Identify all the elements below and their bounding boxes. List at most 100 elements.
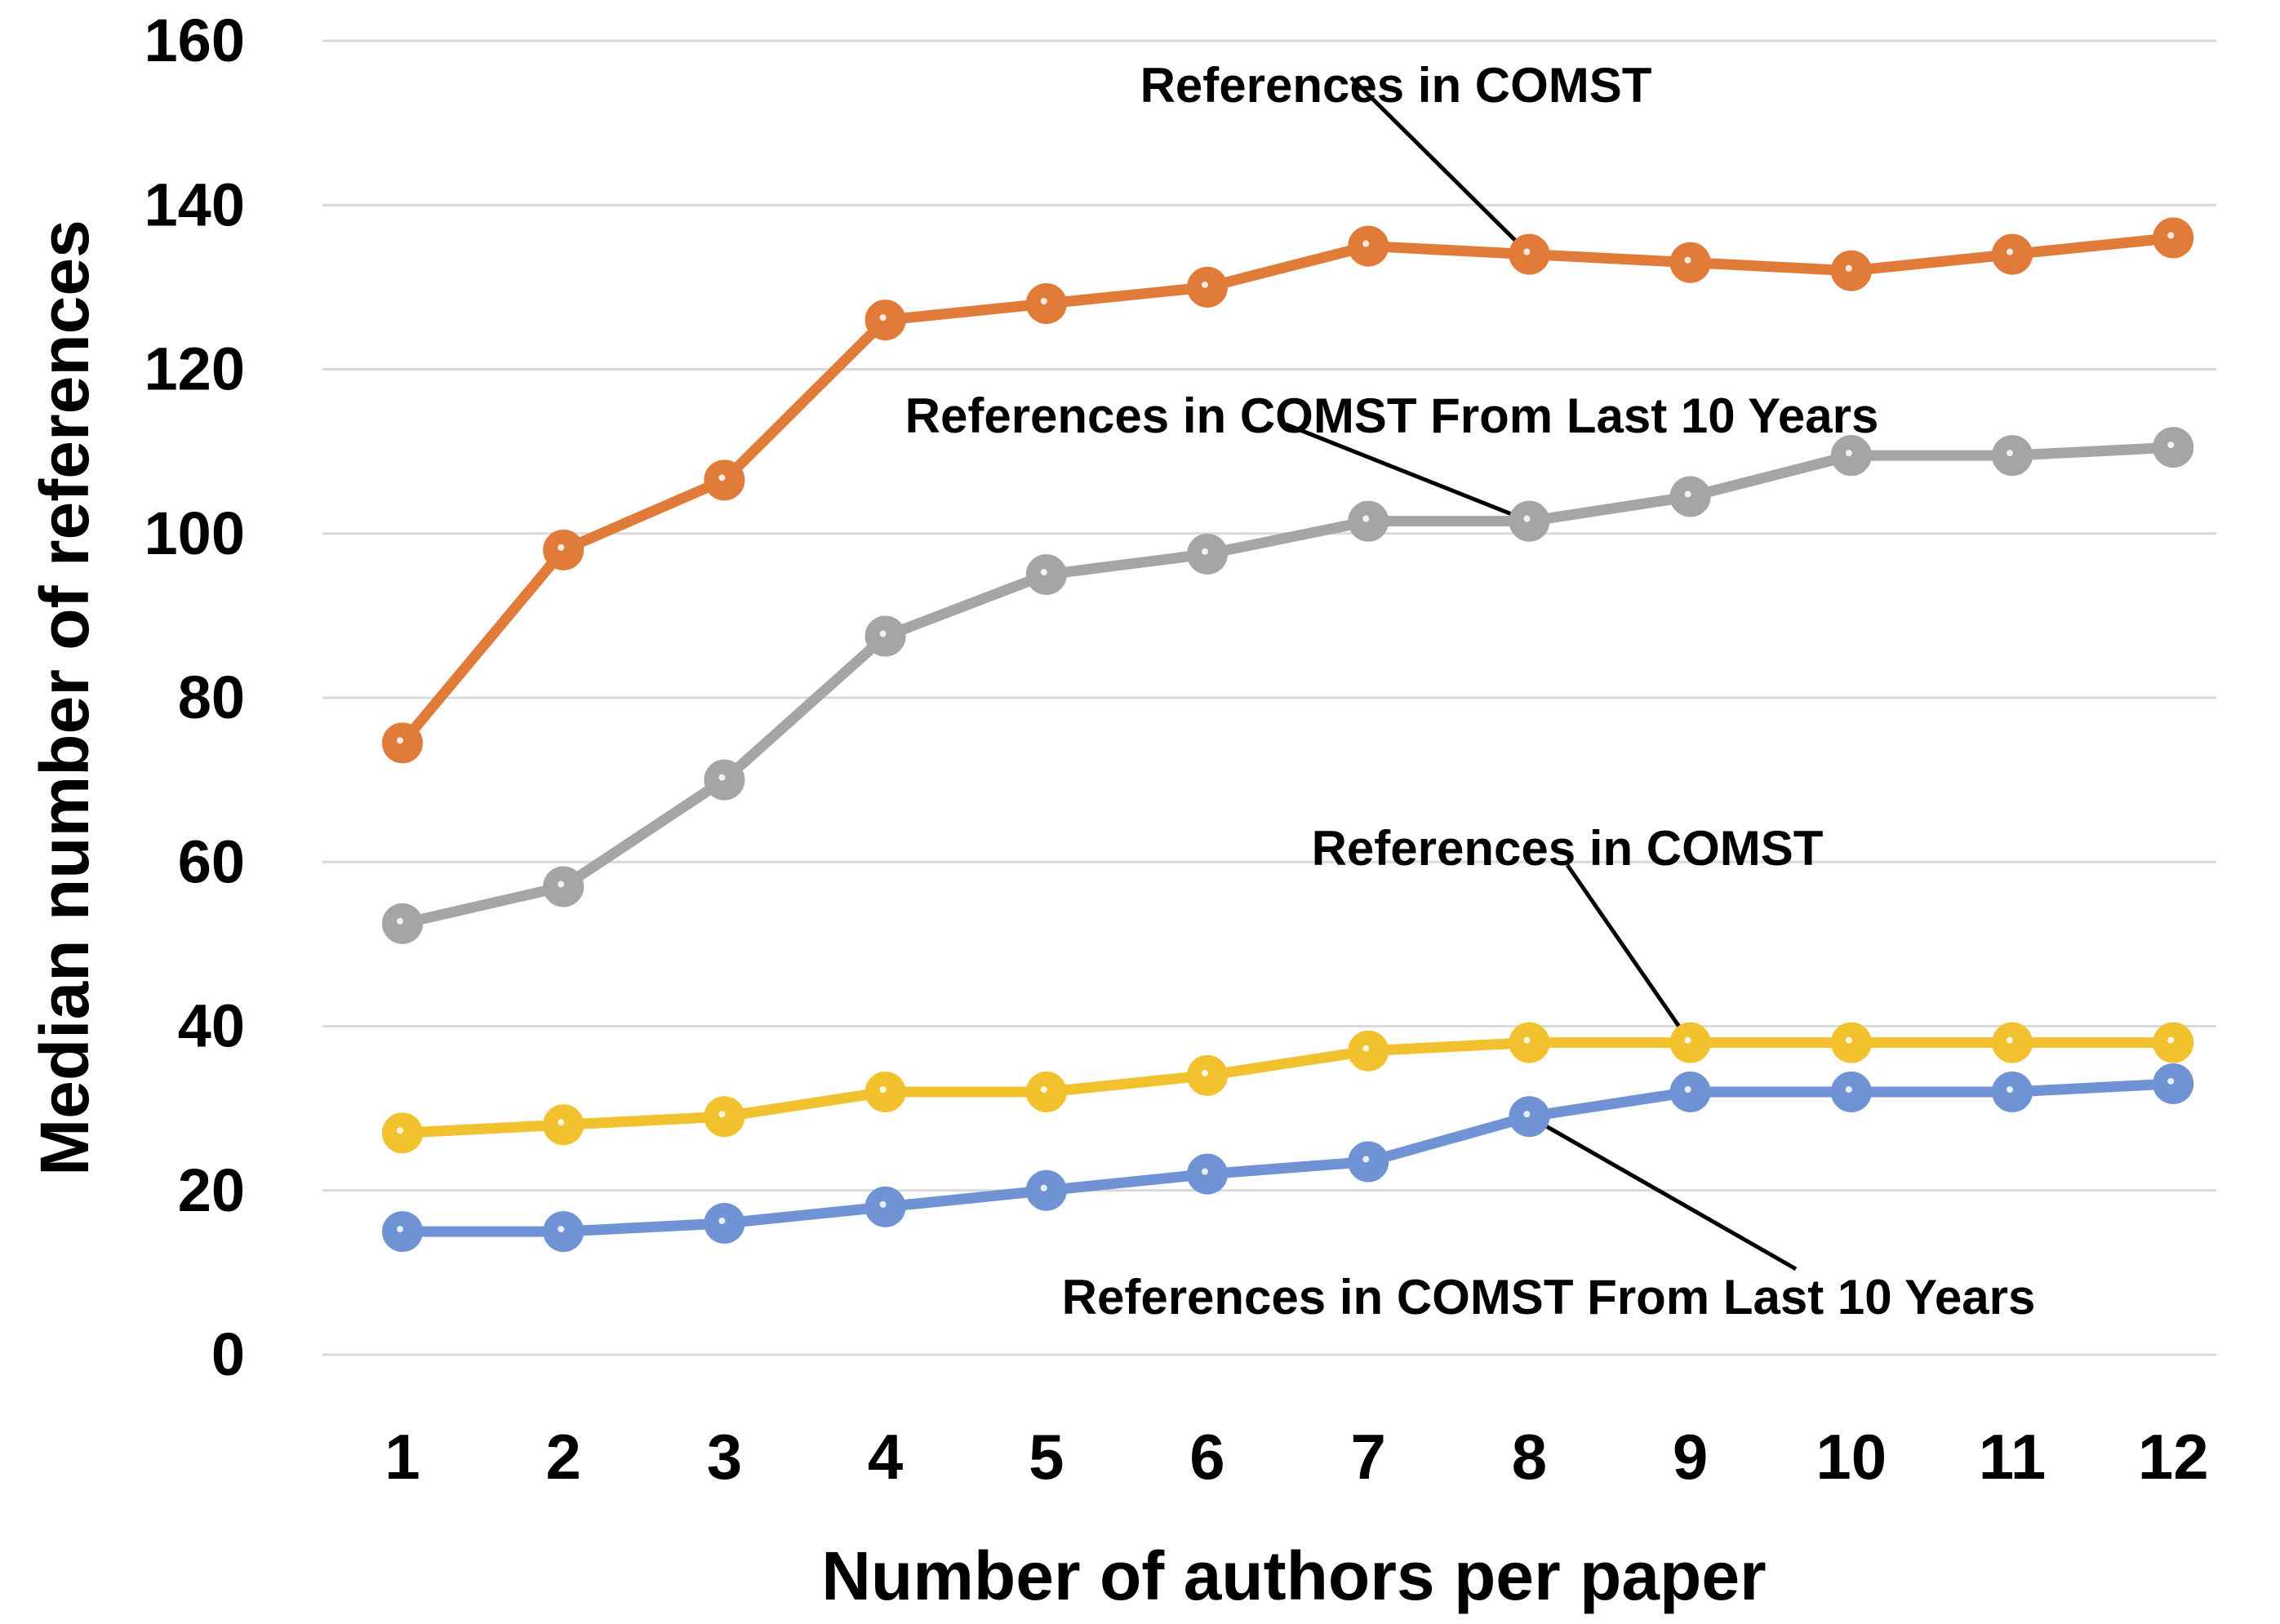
data-point-highlight bbox=[1202, 1069, 1208, 1076]
x-axis-ticks: 1 2 3 4 5 6 7 8 9 10 11 12 bbox=[384, 1421, 2208, 1493]
y-axis-ticks: 0 20 40 60 80 100 120 140 160 bbox=[144, 7, 245, 1388]
series-1 bbox=[382, 217, 2194, 764]
data-point bbox=[382, 1211, 423, 1253]
data-point-highlight bbox=[1040, 1184, 1047, 1191]
annotation-leader-line bbox=[1528, 1115, 1798, 1271]
y-tick-label: 100 bbox=[144, 499, 245, 567]
data-point bbox=[1509, 1022, 1550, 1063]
data-point bbox=[1025, 283, 1067, 324]
data-point-highlight bbox=[1684, 256, 1691, 264]
data-point-highlight bbox=[1523, 515, 1531, 522]
data-point bbox=[1025, 554, 1067, 596]
data-point bbox=[864, 1072, 906, 1112]
data-point-highlight bbox=[2167, 232, 2175, 239]
data-point-highlight bbox=[1362, 240, 1370, 247]
data-point bbox=[864, 615, 906, 657]
x-tick-label: 1 bbox=[384, 1421, 420, 1493]
annotation-label: References in COMST From Last 10 Years bbox=[905, 388, 1879, 443]
series-3 bbox=[382, 1022, 2194, 1154]
data-point bbox=[1025, 1169, 1067, 1211]
series-line bbox=[397, 1078, 2179, 1237]
data-point bbox=[1830, 1022, 1872, 1063]
data-point-highlight bbox=[879, 1086, 887, 1093]
data-point-highlight bbox=[397, 917, 403, 925]
data-point-highlight bbox=[2007, 450, 2013, 457]
x-tick-label: 4 bbox=[868, 1421, 903, 1493]
data-point bbox=[2153, 217, 2194, 259]
y-tick-label: 0 bbox=[211, 1320, 245, 1388]
series-2 bbox=[382, 427, 2194, 944]
data-point bbox=[1669, 476, 1711, 517]
data-point-highlight bbox=[1523, 1036, 1531, 1044]
data-point-highlight bbox=[558, 1226, 565, 1233]
data-point-highlight bbox=[1845, 450, 1852, 457]
data-point bbox=[1509, 500, 1550, 542]
data-point-highlight bbox=[1362, 1156, 1370, 1163]
x-tick-label: 6 bbox=[1189, 1421, 1224, 1493]
y-tick-label: 60 bbox=[178, 828, 245, 895]
data-point bbox=[543, 529, 584, 570]
data-point-highlight bbox=[1040, 1086, 1047, 1093]
data-point bbox=[704, 759, 745, 801]
data-point bbox=[1187, 1153, 1228, 1195]
data-point-highlight bbox=[558, 544, 565, 551]
data-point bbox=[1992, 1072, 2033, 1112]
data-point bbox=[1348, 225, 1389, 267]
annotations: References in COMST References in COMST F… bbox=[905, 58, 2036, 1324]
x-tick-label: 9 bbox=[1673, 1421, 1708, 1493]
data-point-highlight bbox=[558, 1119, 565, 1126]
data-point-highlight bbox=[1040, 569, 1047, 576]
data-point-highlight bbox=[2007, 248, 2013, 255]
data-point bbox=[1509, 1096, 1550, 1138]
data-point-highlight bbox=[1845, 1036, 1852, 1044]
data-point-highlight bbox=[1684, 490, 1691, 498]
x-tick-label: 8 bbox=[1512, 1421, 1547, 1493]
y-tick-label: 120 bbox=[144, 335, 245, 403]
data-point-highlight bbox=[1202, 281, 1208, 288]
data-point-highlight bbox=[1362, 1045, 1370, 1052]
x-tick-label: 10 bbox=[1816, 1421, 1887, 1493]
data-point bbox=[1992, 1022, 2033, 1063]
data-point bbox=[864, 300, 906, 341]
x-tick-label: 3 bbox=[707, 1421, 742, 1493]
data-point-highlight bbox=[879, 630, 887, 637]
y-tick-label: 140 bbox=[144, 171, 245, 238]
data-point-highlight bbox=[2007, 1086, 2013, 1093]
series-lines bbox=[382, 217, 2194, 1253]
data-point-highlight bbox=[1040, 298, 1047, 304]
gridlines bbox=[322, 39, 2216, 1356]
data-point-highlight bbox=[2167, 441, 2175, 449]
data-point-highlight bbox=[1845, 264, 1852, 272]
x-axis-title: Number of authors per paper bbox=[821, 1537, 1767, 1614]
data-point-highlight bbox=[1202, 548, 1208, 555]
data-point bbox=[1830, 435, 1872, 477]
data-point bbox=[382, 903, 423, 944]
data-point bbox=[1348, 1030, 1389, 1072]
x-tick-label: 5 bbox=[1029, 1421, 1064, 1493]
data-point-highlight bbox=[558, 881, 565, 888]
data-point bbox=[1830, 1072, 1872, 1112]
y-tick-label: 160 bbox=[144, 7, 245, 74]
data-point bbox=[2153, 1063, 2194, 1104]
series-line bbox=[397, 1037, 2179, 1138]
data-point-highlight bbox=[397, 1127, 403, 1134]
data-point bbox=[704, 459, 745, 501]
data-point-highlight bbox=[1523, 1111, 1531, 1118]
x-tick-label: 12 bbox=[2138, 1421, 2209, 1493]
data-point bbox=[1187, 1054, 1228, 1096]
data-point-highlight bbox=[397, 737, 403, 744]
data-point bbox=[1187, 266, 1228, 308]
data-point-highlight bbox=[718, 1111, 726, 1118]
data-point bbox=[2153, 1022, 2194, 1063]
data-point bbox=[1187, 533, 1228, 575]
y-axis-title: Median number of references bbox=[26, 220, 103, 1176]
data-point bbox=[382, 1112, 423, 1154]
data-point bbox=[543, 1104, 584, 1146]
annotation-leaders bbox=[1285, 76, 1798, 1271]
data-point bbox=[864, 1186, 906, 1227]
y-tick-label: 40 bbox=[178, 992, 245, 1060]
y-tick-label: 20 bbox=[178, 1156, 245, 1224]
x-tick-label: 11 bbox=[1979, 1421, 2046, 1493]
data-point-highlight bbox=[2167, 1077, 2175, 1085]
